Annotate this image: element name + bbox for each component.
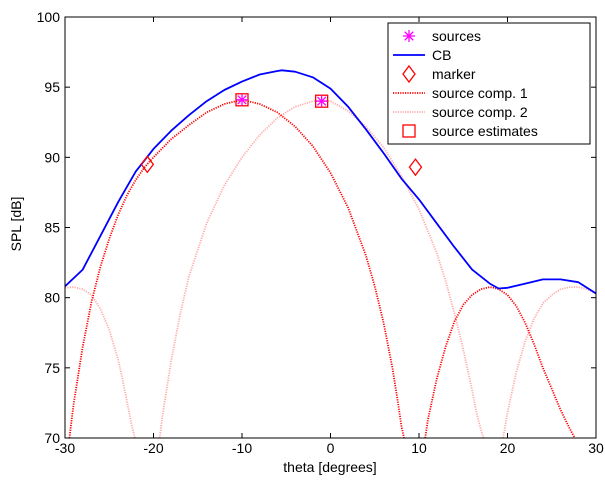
y-axis-label: SPL [dB] <box>8 197 24 252</box>
data-point-marker <box>408 158 423 177</box>
axes: -30 -20 -10 0 10 20 30 70 75 80 85 90 95 100 <box>37 9 604 456</box>
series-line-source-comp-1-1 <box>68 98 405 438</box>
legend-box <box>387 22 591 145</box>
y-tick-label: 85 <box>44 220 60 236</box>
x-tick-label: 30 <box>588 440 604 456</box>
series-group <box>65 69 596 438</box>
x-tick-label: 20 <box>500 440 516 456</box>
y-tick-label: 75 <box>44 360 60 376</box>
legend-label-sources: sources <box>432 28 481 44</box>
y-tick-label: 100 <box>37 9 61 25</box>
series-line-source-comp-2-2 <box>158 99 485 438</box>
series-line-cb-1 <box>65 69 596 295</box>
legend-symbol-marker <box>402 64 416 84</box>
legend-symbol-sources <box>403 30 415 42</box>
data-point-sources <box>236 93 248 106</box>
x-tick-label: -20 <box>143 440 163 456</box>
legend-symbol-source-estimates <box>402 124 416 138</box>
legend-label-source-comp-1: source comp. 1 <box>432 85 528 101</box>
x-tick-label: -30 <box>55 440 75 456</box>
series-line-source-comp-2-3 <box>502 286 596 438</box>
y-tick-label: 70 <box>44 430 60 446</box>
y-tick-label: 80 <box>44 290 60 306</box>
legend-label-source-comp-2: source comp. 2 <box>432 104 528 120</box>
y-tick-label: 95 <box>44 79 60 95</box>
legend: sources CB marker source comp. 1 source comp… <box>387 22 591 145</box>
legend-label-cb: CB <box>432 47 451 63</box>
legend-label-source-estimates: source estimates <box>432 123 538 139</box>
series-line-source-comp-2-1 <box>65 286 136 438</box>
legend-label-marker: marker <box>432 66 476 82</box>
x-axis-label: theta [degrees] <box>283 459 376 475</box>
data-point-marker <box>140 155 155 174</box>
x-tick-label: 10 <box>411 440 427 456</box>
x-tick-label: -10 <box>232 440 252 456</box>
series-line-source-comp-1-2 <box>424 286 576 438</box>
data-point-sources <box>315 95 328 108</box>
plot-area <box>65 69 596 438</box>
y-tick-label: 90 <box>44 149 60 165</box>
x-tick-label: 0 <box>327 440 335 456</box>
